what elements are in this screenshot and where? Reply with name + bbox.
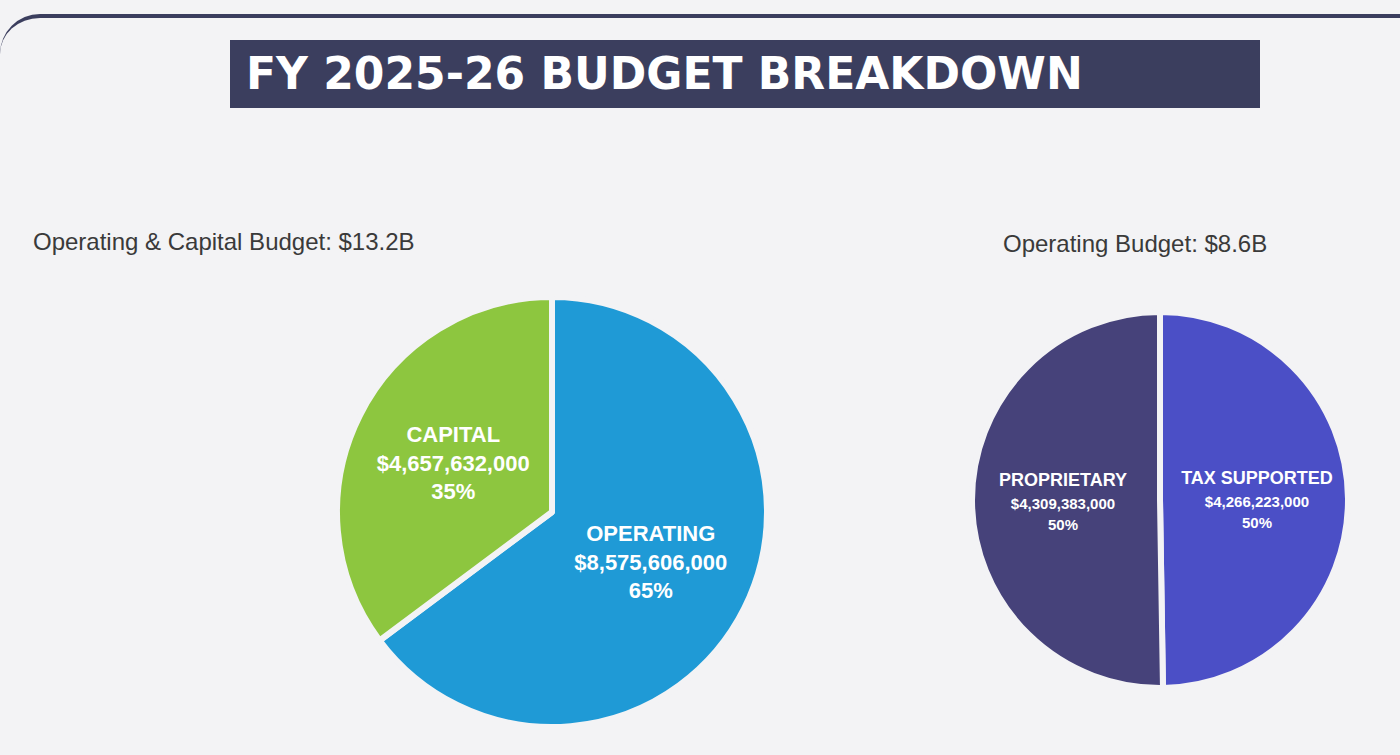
svg-text:Operating & Capital Budget: $1: Operating & Capital Budget: $13.2B xyxy=(33,228,415,255)
svg-text:50%: 50% xyxy=(1242,514,1272,531)
svg-text:OPERATING: OPERATING xyxy=(586,521,715,546)
svg-text:35%: 35% xyxy=(431,479,475,504)
svg-text:65%: 65% xyxy=(629,578,673,603)
svg-text:$8,575,606,000: $8,575,606,000 xyxy=(574,550,727,575)
html-text:FY 2025-26 BUDGET BREAKDOWN: FY 2025-26 BUDGET BREAKDOWN xyxy=(246,48,1083,99)
svg-text:Operating Budget: $8.6B: Operating Budget: $8.6B xyxy=(1003,230,1267,257)
svg-text:$4,266,223,000: $4,266,223,000 xyxy=(1205,493,1309,510)
svg-text:PROPRIETARY: PROPRIETARY xyxy=(999,470,1127,490)
svg-text:TAX SUPPORTED: TAX SUPPORTED xyxy=(1181,468,1333,488)
svg-text:50%: 50% xyxy=(1048,516,1078,533)
svg-text:$4,657,632,000: $4,657,632,000 xyxy=(377,451,530,476)
svg-text:CAPITAL: CAPITAL xyxy=(406,422,500,447)
svg-text:$4,309,383,000: $4,309,383,000 xyxy=(1011,495,1115,512)
